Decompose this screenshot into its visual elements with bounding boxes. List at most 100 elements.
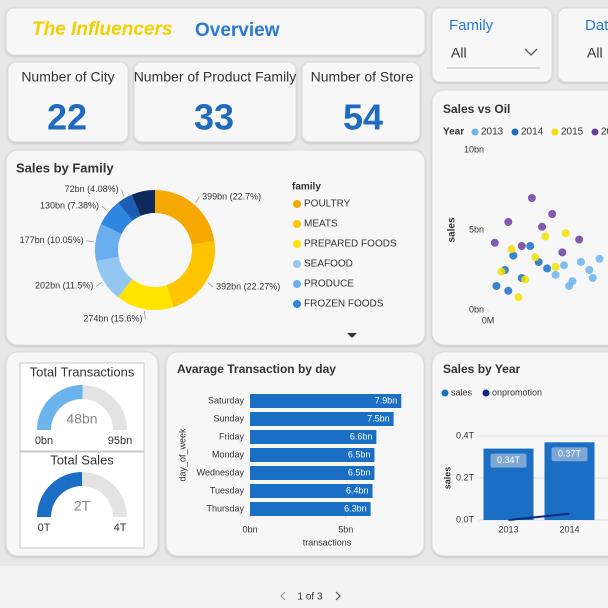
gauge-fill bbox=[37, 385, 83, 430]
donut-slice bbox=[100, 202, 133, 234]
data-label: 0.34T bbox=[497, 455, 521, 465]
footer-bar bbox=[0, 566, 608, 608]
legend-label: SEAFOOD bbox=[304, 259, 353, 270]
legend-title: Year bbox=[443, 127, 464, 138]
leader-line bbox=[96, 281, 103, 287]
legend-marker bbox=[293, 300, 301, 308]
y-axis-title: sales bbox=[442, 467, 452, 490]
gauge-axis-label: 0T bbox=[38, 522, 51, 534]
card-value: 22 bbox=[47, 97, 87, 138]
data-label-box bbox=[551, 447, 588, 462]
y-axis-title: sales bbox=[447, 217, 458, 242]
legend-label: sales bbox=[451, 387, 473, 397]
legend-label: MEATS bbox=[304, 219, 338, 230]
chart-title: Sales vs Oil bbox=[443, 102, 510, 116]
gauge-value: 2T bbox=[74, 498, 91, 514]
leader-line bbox=[86, 240, 94, 243]
donut-slice bbox=[96, 256, 133, 298]
leader-line bbox=[121, 189, 125, 197]
y-axis-title: day_of_week bbox=[177, 428, 187, 482]
scatter-point bbox=[585, 266, 594, 274]
scatter-point bbox=[575, 235, 584, 244]
donut-slice bbox=[94, 223, 122, 261]
scatter-point bbox=[526, 242, 535, 250]
x-tick-label: 0bn bbox=[242, 524, 257, 534]
leader-line bbox=[207, 282, 214, 288]
x-tick-label: 2013 bbox=[498, 524, 518, 534]
prev-page[interactable] bbox=[280, 591, 286, 601]
data-label: 392bn (22.27%) bbox=[216, 281, 280, 291]
data-label: 202bn (11.5%) bbox=[35, 281, 93, 291]
scatter-point bbox=[551, 262, 560, 271]
y-tick-label: Monday bbox=[212, 449, 245, 459]
chart-title: Sales by Year bbox=[443, 362, 521, 376]
slicer-panel[interactable] bbox=[557, 7, 608, 83]
donut-slice bbox=[155, 190, 215, 245]
scroll-arrow[interactable] bbox=[347, 333, 357, 338]
scatter-panel bbox=[431, 89, 608, 346]
scatter-point bbox=[551, 270, 560, 279]
leader-line bbox=[143, 310, 146, 319]
gauge-axis-label: 95bn bbox=[108, 435, 132, 447]
dropdown-chevron[interactable] bbox=[524, 48, 538, 56]
scatter-point bbox=[490, 238, 499, 247]
gauge-fill bbox=[37, 472, 82, 517]
scatter-point bbox=[565, 282, 574, 290]
scatter-point bbox=[538, 222, 547, 231]
data-label: 7.9bn bbox=[375, 395, 398, 405]
legend-marker bbox=[293, 200, 301, 208]
y-tick-label: Tuesday bbox=[210, 485, 245, 495]
y-tick-label: 5bn bbox=[469, 224, 484, 234]
slicer-value[interactable]: All bbox=[587, 45, 603, 61]
legend-marker bbox=[482, 389, 490, 397]
scatter-point bbox=[504, 218, 513, 226]
scatter-point bbox=[514, 293, 523, 302]
next-page[interactable] bbox=[335, 591, 341, 601]
data-label: 7.5bn bbox=[367, 413, 390, 423]
data-label: 6.4bn bbox=[346, 485, 369, 495]
scatter-point bbox=[531, 253, 540, 262]
x-tick-label: 5bn bbox=[338, 524, 353, 534]
x-tick-label: 2014 bbox=[559, 524, 579, 534]
scatter-point bbox=[560, 261, 568, 270]
legend-label: 2015 bbox=[561, 127, 584, 138]
scatter-point bbox=[543, 264, 552, 273]
legend-marker bbox=[511, 128, 519, 136]
scatter-point bbox=[504, 286, 513, 295]
scatter-point bbox=[588, 274, 597, 282]
data-label: 0.37T bbox=[558, 449, 582, 459]
card-panel bbox=[133, 61, 297, 143]
scatter-point bbox=[507, 245, 516, 254]
report-title: The Influencers bbox=[32, 19, 172, 40]
y-tick-label: Wednesday bbox=[197, 467, 245, 477]
legend-marker bbox=[551, 128, 559, 136]
y-tick-label: 0.2T bbox=[456, 472, 475, 482]
y-tick-label: 10bn bbox=[464, 144, 484, 154]
scatter-point bbox=[517, 242, 526, 250]
scatter-point bbox=[561, 229, 570, 238]
y-tick-label: 0.4T bbox=[456, 430, 475, 440]
gauge-title: Total Transactions bbox=[30, 364, 135, 379]
legend-marker bbox=[293, 280, 301, 288]
legend-label: onpromotion bbox=[492, 387, 542, 397]
bar bbox=[250, 502, 371, 516]
scatter-point bbox=[576, 258, 585, 266]
card-label: Number of City bbox=[21, 69, 114, 85]
legend-marker bbox=[591, 128, 599, 136]
slicer-panel[interactable] bbox=[431, 7, 553, 83]
leader-line bbox=[195, 196, 200, 204]
scatter-point bbox=[541, 232, 550, 241]
slicer-value[interactable]: All bbox=[451, 45, 467, 61]
gauge-box bbox=[19, 362, 145, 452]
legend-marker bbox=[471, 128, 479, 136]
data-label: 274bn (15.6%) bbox=[83, 313, 142, 323]
y-tick-label: Thursday bbox=[206, 503, 244, 513]
line bbox=[508, 512, 570, 521]
data-label: 6.5bn bbox=[348, 449, 371, 459]
scatter-point bbox=[595, 254, 604, 263]
slicer-label: Family bbox=[449, 17, 494, 34]
card-value: 54 bbox=[343, 97, 383, 138]
legend-label: 2014 bbox=[521, 127, 544, 138]
